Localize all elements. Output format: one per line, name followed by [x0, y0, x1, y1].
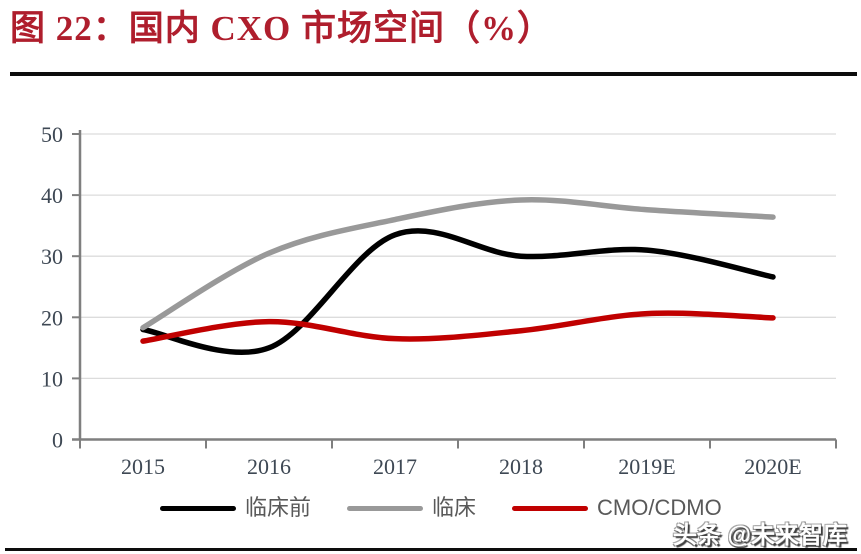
toutiao-watermark: 头条 @未来智库	[672, 522, 847, 549]
series-line-0	[140, 228, 776, 355]
title-divider-rule	[10, 72, 857, 76]
y-tick-label: 0	[52, 428, 63, 453]
x-tick-label: 2020E	[744, 454, 801, 479]
legend-label-cmo-cdmo: CMO/CDMO	[597, 495, 722, 520]
x-tick-label: 2017	[373, 454, 417, 479]
legend-label-preclinical: 临床前	[245, 495, 312, 520]
y-tick-label: 10	[41, 366, 63, 391]
y-tick-label: 50	[41, 122, 63, 147]
series-line-1	[140, 197, 776, 331]
y-tick-label: 20	[41, 305, 63, 330]
legend-item-cmo-cdmo: CMO/CDMO	[512, 497, 722, 519]
legend-label-clinical: 临床	[432, 495, 477, 520]
legend-swatch-cmo-cdmo	[512, 505, 589, 511]
chart-legend: 临床前 临床 CMO/CDMO	[160, 494, 722, 522]
x-tick-label: 2019E	[618, 454, 675, 479]
legend-item-preclinical: 临床前	[160, 497, 311, 519]
series-line-2	[140, 310, 776, 344]
legend-swatch-preclinical	[160, 505, 236, 511]
legend-item-clinical: 临床	[347, 497, 476, 519]
figure-title: 图 22：国内 CXO 市场空间（%）	[10, 9, 554, 48]
y-tick-label: 30	[41, 244, 63, 269]
x-tick-label: 2016	[247, 454, 291, 479]
y-tick-label: 40	[41, 183, 63, 208]
x-tick-label: 2018	[499, 454, 543, 479]
x-tick-label: 2015	[121, 454, 165, 479]
legend-swatch-clinical	[347, 505, 424, 511]
bottom-divider-rule	[5, 548, 857, 551]
